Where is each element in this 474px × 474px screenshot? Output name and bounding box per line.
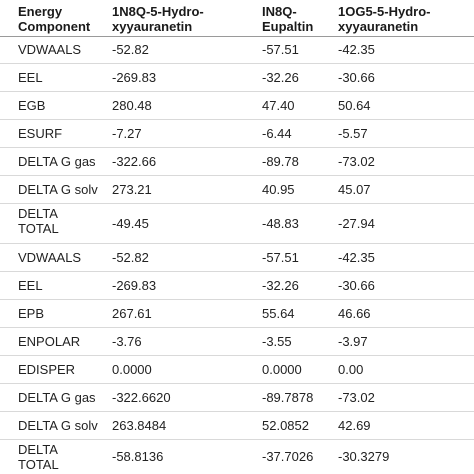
header-cell: Energy: [18, 4, 63, 19]
row-rule: [0, 243, 474, 244]
row-rule: [0, 147, 474, 148]
value-cell: -49.45: [112, 215, 149, 231]
value-cell: -7.27: [112, 125, 142, 141]
header-cell: Eupaltin: [262, 19, 314, 34]
value-cell: 42.69: [338, 417, 371, 433]
value-cell: -42.35: [338, 42, 375, 57]
row-rule: [0, 63, 474, 64]
value-cell: 46.66: [338, 305, 371, 321]
header-cell: xyyauranetin: [338, 19, 419, 34]
value-cell: 55.64: [262, 305, 295, 321]
header-cell: Component: [18, 19, 91, 34]
row-rule: [0, 119, 474, 120]
value-cell: -42.35: [338, 249, 375, 265]
row-rule: [0, 175, 474, 176]
value-cell: 52.0852: [262, 417, 309, 433]
value-cell: 0.0000: [112, 361, 152, 377]
value-cell: -3.97: [338, 333, 368, 349]
row-label: ENPOLAR: [18, 333, 81, 349]
row-rule: [0, 439, 474, 440]
row-rule: [0, 411, 474, 412]
value-cell: -58.8136: [112, 449, 164, 464]
header-rule: [0, 36, 474, 37]
row-label: DELTA G solv: [18, 181, 98, 197]
row-rule: [0, 203, 474, 204]
header-cell: 1N8Q-5-Hydro-: [112, 4, 204, 19]
row-label: DELTA: [18, 442, 58, 457]
value-cell: 47.40: [262, 97, 295, 113]
value-cell: -89.78: [262, 153, 299, 169]
value-cell: -30.66: [338, 69, 375, 85]
header-cell: 1OG5-5-Hydro-: [338, 4, 431, 19]
row-label: DELTA: [18, 206, 58, 221]
value-cell: -48.83: [262, 215, 299, 231]
value-cell: -3.76: [112, 333, 142, 349]
header-cell: xyyauranetin: [112, 19, 193, 34]
row-label: EPB: [18, 305, 45, 321]
value-cell: -73.02: [338, 389, 375, 405]
row-rule: [0, 271, 474, 272]
row-label: DELTA G gas: [18, 153, 96, 169]
value-cell: -37.7026: [262, 449, 314, 464]
value-cell: -89.7878: [262, 389, 314, 405]
value-cell: 40.95: [262, 181, 295, 197]
value-cell: -57.51: [262, 249, 299, 265]
row-rule: [0, 327, 474, 328]
value-cell: -269.83: [112, 69, 157, 85]
row-label: EEL: [18, 277, 43, 293]
value-cell: 267.61: [112, 305, 152, 321]
value-cell: -5.57: [338, 125, 368, 141]
value-cell: -73.02: [338, 153, 375, 169]
value-cell: 273.21: [112, 181, 152, 197]
row-label: TOTAL: [18, 221, 59, 236]
value-cell: -269.83: [112, 277, 157, 293]
value-cell: 0.0000: [262, 361, 302, 377]
row-label: DELTA G gas: [18, 389, 96, 405]
value-cell: 263.8484: [112, 417, 167, 433]
row-label: EEL: [18, 69, 43, 85]
value-cell: -322.66: [112, 153, 157, 169]
value-cell: -27.94: [338, 215, 375, 231]
value-cell: -3.55: [262, 333, 292, 349]
value-cell: 280.48: [112, 97, 152, 113]
row-rule: [0, 299, 474, 300]
value-cell: -30.3279: [338, 449, 390, 464]
row-label: ESURF: [18, 125, 63, 141]
value-cell: -6.44: [262, 125, 292, 141]
value-cell: -52.82: [112, 249, 149, 265]
row-label: VDWAALS: [18, 249, 82, 265]
value-cell: -52.82: [112, 42, 149, 57]
row-rule: [0, 355, 474, 356]
value-cell: -57.51: [262, 42, 299, 57]
row-rule: [0, 91, 474, 92]
row-rule: [0, 383, 474, 384]
row-label: EGB: [18, 97, 46, 113]
value-cell: -30.66: [338, 277, 375, 293]
value-cell: 45.07: [338, 181, 371, 197]
value-cell: 0.00: [338, 361, 364, 377]
row-label: DELTA G solv: [18, 417, 98, 433]
value-cell: -32.26: [262, 69, 299, 85]
row-label: VDWAALS: [18, 42, 82, 57]
row-label: EDISPER: [18, 361, 76, 377]
header-cell: IN8Q-: [262, 4, 297, 19]
value-cell: -32.26: [262, 277, 299, 293]
row-label: TOTAL: [18, 457, 59, 472]
value-cell: 50.64: [338, 97, 371, 113]
value-cell: -322.6620: [112, 389, 171, 405]
